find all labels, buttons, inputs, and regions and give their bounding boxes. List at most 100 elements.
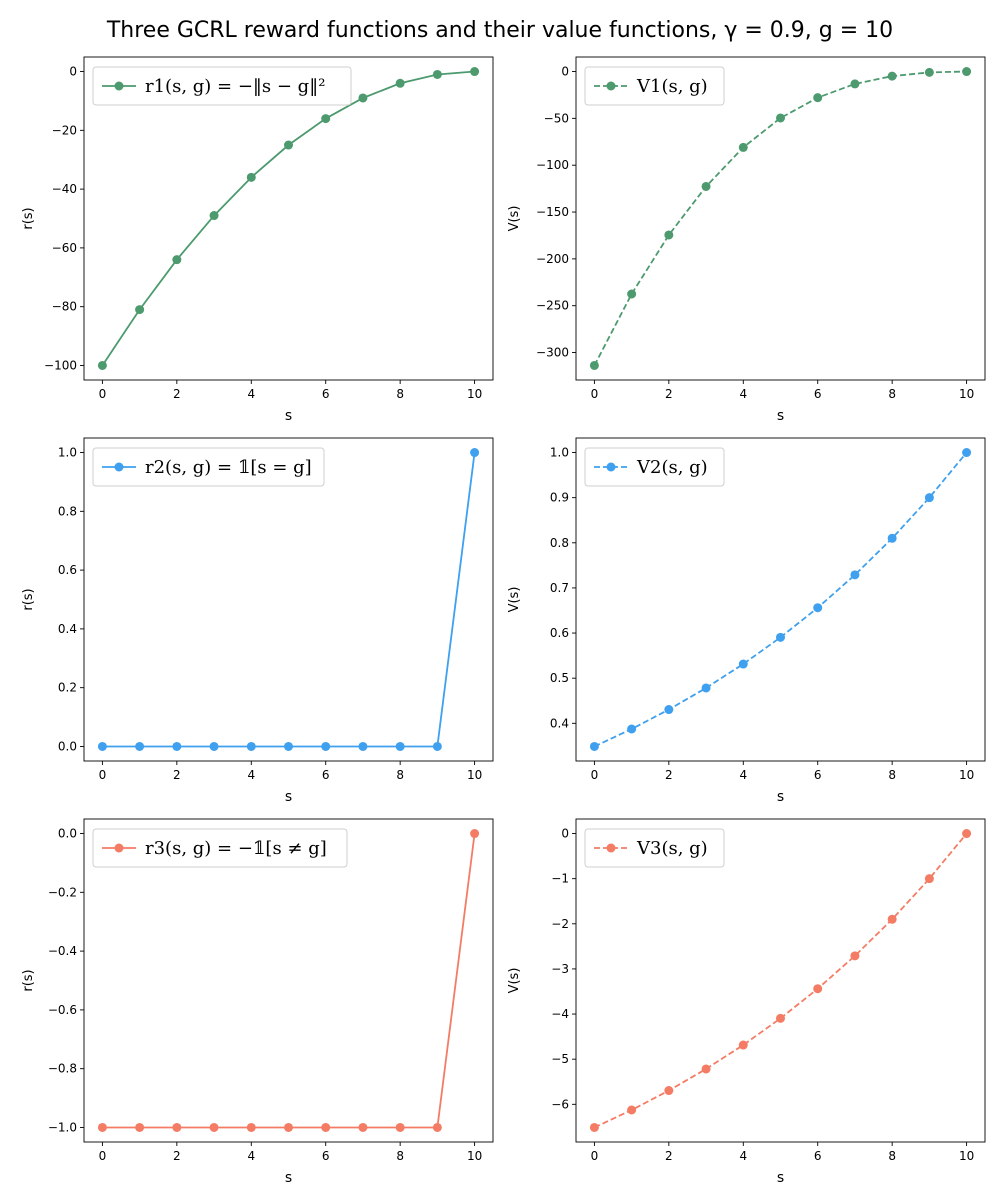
series-line xyxy=(594,451,968,748)
data-point xyxy=(813,984,823,994)
legend-handle-marker xyxy=(606,462,616,472)
data-point xyxy=(887,914,897,924)
y-axis-label: r(s) xyxy=(21,207,36,229)
y-tick-label: 0.7 xyxy=(550,581,569,595)
x-tick-label: 2 xyxy=(173,387,181,401)
y-axis-label: r(s) xyxy=(21,969,36,991)
y-tick-label: 0.0 xyxy=(58,739,77,753)
data-point xyxy=(738,1040,748,1050)
data-point xyxy=(887,71,897,81)
legend-handle-marker xyxy=(114,81,124,91)
y-tick-label: −1 xyxy=(551,872,569,886)
axes-frame xyxy=(575,818,986,1143)
legend: r1(s, g) = −‖s − g‖² xyxy=(92,66,352,106)
x-tick-label: 4 xyxy=(739,768,747,782)
y-tick-label: 0.8 xyxy=(58,504,77,518)
data-point xyxy=(850,79,860,89)
data-point xyxy=(470,448,480,458)
legend: V1(s, g) xyxy=(584,66,725,106)
data-point xyxy=(432,69,442,79)
data-point xyxy=(321,1122,331,1132)
x-axis-label: s xyxy=(777,789,784,805)
data-point xyxy=(358,93,368,103)
data-point xyxy=(246,741,256,751)
data-point xyxy=(470,67,480,77)
y-tick-label: 0 xyxy=(69,65,77,79)
y-tick-label: 1.0 xyxy=(58,446,77,460)
x-tick-label: 4 xyxy=(739,387,747,401)
data-point xyxy=(962,67,972,77)
x-tick-label: 6 xyxy=(322,387,330,401)
x-tick-label: 0 xyxy=(99,387,107,401)
data-point xyxy=(627,724,637,734)
legend-handle-marker xyxy=(114,462,124,472)
legend-handle-marker xyxy=(606,843,616,853)
figure-title: Three GCRL reward functions and their va… xyxy=(106,18,894,43)
data-point xyxy=(97,1122,107,1132)
y-tick-label: 0.6 xyxy=(550,626,569,640)
x-tick-label: 8 xyxy=(888,768,896,782)
x-tick-label: 2 xyxy=(173,1149,181,1163)
data-point xyxy=(135,305,145,315)
data-point xyxy=(850,570,860,580)
y-tick-label: 1.0 xyxy=(550,446,569,460)
subplot-row3-left: 0 2 4 6 8 10 −1.0 −0.8 −0.6 −0.4 −0.2 0.0 s r(s) r3(s,… xyxy=(21,818,494,1186)
axes-frame xyxy=(575,56,986,381)
x-tick-label: 0 xyxy=(591,1149,599,1163)
x-tick-label: 8 xyxy=(888,1149,896,1163)
legend-label: r2(s, g) = 𝟙[s = g] xyxy=(145,457,312,478)
data-point xyxy=(627,289,637,299)
legend: V2(s, g) xyxy=(584,447,725,487)
y-tick-label: −0.2 xyxy=(48,885,77,899)
y-tick-label: 0.5 xyxy=(550,671,569,685)
data-point xyxy=(321,741,331,751)
y-tick-label: 0 xyxy=(561,827,569,841)
subplot-row3-right: 0 2 4 6 8 10 −6 −5 −4 −3 −2 −1 0 s V(s) V3(s, g) xyxy=(507,818,986,1186)
legend-label: V1(s, g) xyxy=(636,76,708,97)
axes-frame xyxy=(83,56,494,381)
y-tick-label: −2 xyxy=(551,917,569,931)
y-axis-label: V(s) xyxy=(507,587,522,613)
legend-label: r1(s, g) = −‖s − g‖² xyxy=(145,76,325,97)
data-point xyxy=(850,951,860,961)
legend-label: V2(s, g) xyxy=(636,457,708,478)
subplot-row1-left: 0 2 4 6 8 10 −100 −80 −60 −40 −20 0 s r(s) r1(s, g) = … xyxy=(21,56,494,424)
data-point xyxy=(813,93,823,103)
x-tick-label: 10 xyxy=(467,387,482,401)
data-point xyxy=(924,493,934,503)
x-tick-label: 0 xyxy=(99,768,107,782)
x-tick-label: 2 xyxy=(665,768,673,782)
axes-frame xyxy=(83,818,494,1143)
series-line xyxy=(101,70,475,366)
y-tick-label: 0 xyxy=(561,65,569,79)
y-tick-label: −6 xyxy=(551,1097,569,1111)
series-line xyxy=(102,833,476,1129)
data-point xyxy=(924,874,934,884)
data-point xyxy=(432,1122,442,1132)
data-point xyxy=(209,211,219,221)
subplot-row2-left: 0 2 4 6 8 10 0.0 0.2 0.4 0.6 0.8 1.0 s r(s) r2(s, g) =… xyxy=(21,437,494,805)
x-tick-label: 8 xyxy=(396,1149,404,1163)
y-tick-label: −300 xyxy=(536,346,569,360)
y-tick-label: −40 xyxy=(52,182,77,196)
x-tick-label: 8 xyxy=(396,768,404,782)
data-point xyxy=(776,113,785,123)
legend-handle-marker xyxy=(114,843,124,853)
data-point xyxy=(738,659,748,669)
y-tick-label: −200 xyxy=(536,252,569,266)
data-point xyxy=(284,741,293,751)
data-point xyxy=(924,67,934,77)
y-axis-label: V(s) xyxy=(507,968,522,994)
x-tick-label: 2 xyxy=(173,768,181,782)
data-point xyxy=(962,829,972,839)
data-point xyxy=(776,1013,785,1023)
data-point xyxy=(432,741,442,751)
x-tick-label: 4 xyxy=(739,1149,747,1163)
y-axis-label: r(s) xyxy=(21,588,36,610)
data-point xyxy=(813,603,823,613)
legend-box xyxy=(584,66,725,106)
y-tick-label: 0.6 xyxy=(58,563,77,577)
data-point xyxy=(664,1086,674,1096)
data-point xyxy=(776,632,785,642)
y-tick-label: −0.4 xyxy=(48,944,77,958)
